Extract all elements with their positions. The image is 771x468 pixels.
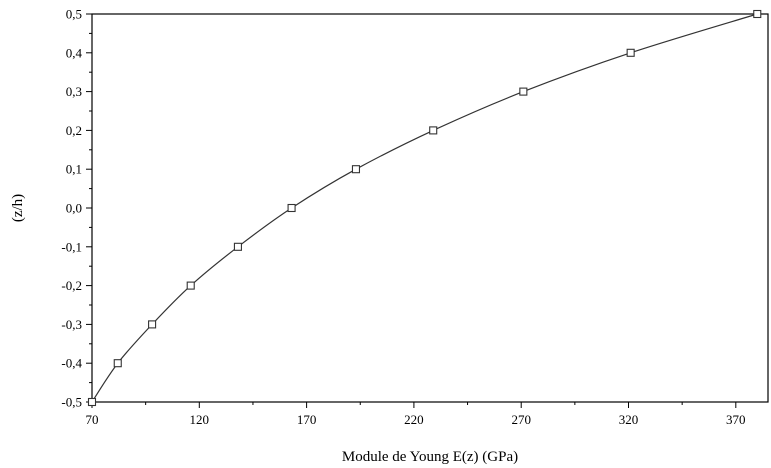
data-point-marker bbox=[287, 203, 296, 213]
y-tick-label: 0,5 bbox=[66, 7, 82, 22]
y-axis-title: (z/h) bbox=[10, 194, 26, 222]
y-tick-label: -0,1 bbox=[61, 239, 82, 254]
x-axis-ticks: 70 120 170 220 270 320 370 bbox=[86, 402, 746, 427]
x-tick-label: 370 bbox=[726, 412, 746, 427]
data-point-marker bbox=[87, 397, 97, 407]
data-point-marker bbox=[351, 165, 361, 174]
fit-curve bbox=[91, 13, 758, 403]
data-point-marker bbox=[626, 48, 635, 57]
data-point-marker bbox=[519, 87, 528, 96]
y-tick-label: -0,3 bbox=[61, 317, 82, 332]
data-point-marker bbox=[233, 242, 242, 251]
data-points bbox=[87, 9, 762, 407]
plot-area bbox=[91, 13, 769, 403]
plot-frame bbox=[91, 13, 769, 403]
y-tick-label: -0,5 bbox=[61, 395, 82, 410]
data-point-marker bbox=[113, 359, 122, 368]
x-axis-title: Module de Young E(z) (GPa) bbox=[342, 449, 518, 465]
y-tick-label: 0,2 bbox=[66, 123, 82, 138]
series-line bbox=[91, 13, 758, 403]
y-axis-ticks: -0,5 -0,4 -0,3 -0,2 -0,1 0,0 0,1 0,2 0,3 0,4 0,5 bbox=[61, 7, 92, 410]
x-tick-label: 270 bbox=[511, 412, 531, 427]
y-tick-label: -0,2 bbox=[61, 278, 82, 293]
data-point-marker bbox=[429, 126, 438, 135]
data-point-marker bbox=[186, 281, 195, 290]
y-tick-label: 0,0 bbox=[66, 201, 82, 216]
y-tick-label: -0,4 bbox=[61, 356, 82, 371]
y-tick-label: 0,1 bbox=[66, 162, 82, 177]
x-tick-label: 170 bbox=[297, 412, 317, 427]
x-tick-label: 320 bbox=[619, 412, 639, 427]
x-tick-label: 120 bbox=[190, 412, 210, 427]
x-tick-label: 220 bbox=[404, 412, 424, 427]
data-point-marker bbox=[753, 9, 762, 19]
x-tick-label: 70 bbox=[86, 412, 99, 427]
data-point-marker bbox=[148, 320, 157, 329]
y-tick-label: 0,4 bbox=[66, 45, 83, 60]
y-tick-label: 0,3 bbox=[66, 84, 82, 99]
